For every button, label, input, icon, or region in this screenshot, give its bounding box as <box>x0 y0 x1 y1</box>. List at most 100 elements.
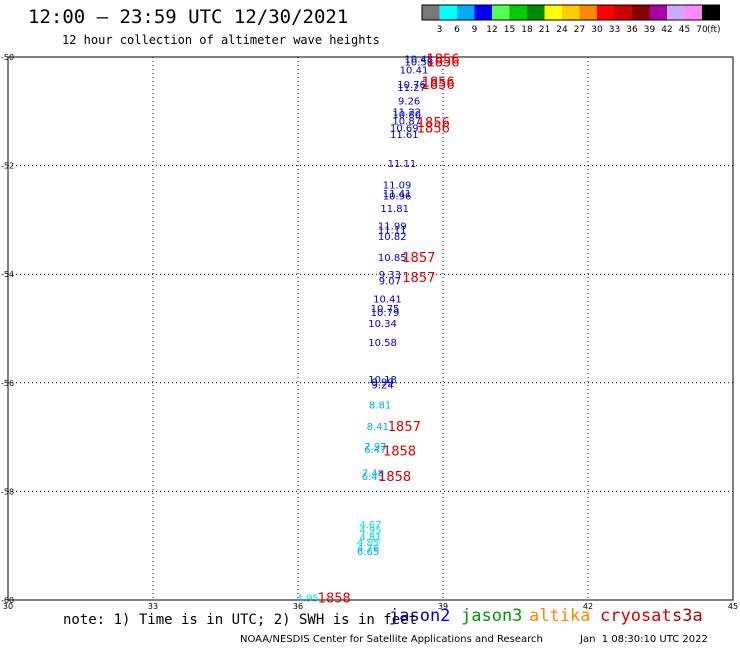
swh-data-label: 7.48 <box>362 468 384 479</box>
y-tick-label: -50 <box>1 53 14 62</box>
footer-timestamp: Jan 1 08:30:10 UTC 2022 <box>580 634 708 645</box>
swh-data-label: 11.11 <box>378 226 407 237</box>
chart-subtitle: 12 hour collection of altimeter wave hei… <box>62 33 380 47</box>
satellite-s3a: s3a <box>672 606 703 626</box>
scale-label: 30 <box>591 25 603 35</box>
scale-label: 27 <box>574 25 585 35</box>
scale-swatch <box>667 5 685 20</box>
swh-data-label: 11.41 <box>383 189 412 200</box>
scale-label: 24 <box>556 25 568 35</box>
color-scale-legend: 3 6 9 12 15 18 21 24 27 30 33 36 39 42 45 70 (ft) <box>421 4 721 35</box>
scale-label: 70 <box>696 25 708 35</box>
swh-data-label: 11.27 <box>397 83 426 94</box>
scale-swatch <box>492 5 510 20</box>
x-tick-label: 45 <box>728 602 738 610</box>
y-tick-label: -54 <box>1 270 14 279</box>
scale-swatch <box>702 5 720 20</box>
swh-data-label: 10.48 <box>405 55 434 66</box>
swh-data-label: 9.24 <box>371 380 393 391</box>
swh-data-label: 4.81 <box>359 532 381 543</box>
swh-data-label: 6.47 <box>364 445 386 456</box>
x-tick-label: 42 <box>583 602 593 610</box>
swh-data-label: 11.81 <box>380 204 409 215</box>
swh-data-label: 10.76 <box>397 80 426 91</box>
scale-swatch <box>544 5 562 20</box>
scale-swatch <box>422 5 440 20</box>
swh-data-label: 11.22 <box>392 107 421 118</box>
time-label: 1858 <box>318 591 351 606</box>
swh-data-label: 10.58 <box>405 57 434 68</box>
scale-label: 21 <box>539 25 550 35</box>
swh-data-label: 10.41 <box>400 65 429 76</box>
time-label: 1856 <box>426 55 459 70</box>
swh-data-label: 9.33 <box>379 270 401 281</box>
scale-swatch <box>632 5 650 20</box>
scale-label: 12 <box>486 25 497 35</box>
time-label: 1856 <box>417 122 450 137</box>
swh-data-label: 8.81 <box>369 401 391 412</box>
swh-data-label: 4.76 <box>357 543 379 554</box>
scale-swatch <box>579 5 597 20</box>
scale-swatch <box>457 5 475 20</box>
swh-data-label: 9.99 <box>371 378 393 389</box>
scale-label: 45 <box>679 25 690 35</box>
time-label: 1857 <box>388 420 421 435</box>
swh-data-label: 10.18 <box>368 375 397 386</box>
swh-data-label: 6.65 <box>357 547 379 558</box>
time-label: 1856 <box>417 116 450 131</box>
scale-label: 36 <box>626 25 638 35</box>
scale-label: 42 <box>661 25 672 35</box>
time-label: 1857 <box>402 251 435 266</box>
swh-data-label: 10.58 <box>368 338 397 349</box>
swh-data-label: 9.26 <box>398 96 420 107</box>
scale-label: 18 <box>521 25 533 35</box>
footer-credit: NOAA/NESDIS Center for Satellite Applica… <box>240 634 543 645</box>
x-tick-label: 39 <box>438 602 448 610</box>
swh-data-label: 4.95 <box>359 525 381 536</box>
swh-data-label: 11.09 <box>383 181 412 192</box>
x-tick-label: 30 <box>3 602 13 610</box>
y-tick-label: -58 <box>1 487 14 496</box>
scale-swatch <box>439 5 457 20</box>
swh-data-label: 10.82 <box>378 232 407 243</box>
plot-frame <box>7 56 734 601</box>
chart-plot: 30 33 36 39 42 45-50-52-54-56-58-6010.4810.58… <box>1 53 738 610</box>
scale-swatch <box>474 5 492 20</box>
scale-label: 6 <box>454 25 460 35</box>
swh-data-label: 11.11 <box>388 159 417 170</box>
time-label: 1856 <box>426 53 459 68</box>
swh-data-label: 6.45 <box>362 472 384 483</box>
swh-data-label: 7.97 <box>364 442 386 453</box>
y-tick-label: -56 <box>1 379 14 388</box>
time-label: 1857 <box>402 271 435 286</box>
note-text: note: 1) Time is in UTC; 2) SWH is in fe… <box>63 612 418 628</box>
scale-swatch <box>684 5 702 20</box>
scale-label: 3 <box>437 25 443 35</box>
scale-swatch <box>649 5 667 20</box>
swh-data-label: 8.41 <box>367 422 389 433</box>
scale-label: 15 <box>504 25 515 35</box>
swh-data-label: 9.07 <box>379 277 401 288</box>
scale-label: 9 <box>472 25 478 35</box>
satellite-altika: altika <box>529 606 591 626</box>
satellite-jason3: jason3 <box>461 606 523 626</box>
x-tick-label: 33 <box>148 602 158 610</box>
scale-label: 33 <box>609 25 620 35</box>
swh-data-label: 10.79 <box>371 308 400 319</box>
scale-label: 39 <box>644 25 656 35</box>
time-label: 1858 <box>383 445 416 460</box>
scale-swatch <box>527 5 545 20</box>
chart-title: 12:00 – 23:59 UTC 12/30/2021 <box>28 6 349 28</box>
swh-data-label: 10.85 <box>378 253 407 264</box>
y-tick-label: -52 <box>1 162 14 171</box>
swh-data-label: 10.96 <box>383 191 412 202</box>
time-label: 1856 <box>422 78 455 93</box>
swh-data-label: 4.85 <box>357 538 379 549</box>
time-label: 1856 <box>422 75 455 90</box>
swh-data-label: 10.34 <box>368 319 397 330</box>
time-label: 1858 <box>378 470 411 485</box>
swh-data-label: 10.80 <box>392 110 421 121</box>
x-tick-label: 36 <box>293 602 303 610</box>
scale-swatch <box>509 5 527 20</box>
scale-swatch <box>614 5 632 20</box>
